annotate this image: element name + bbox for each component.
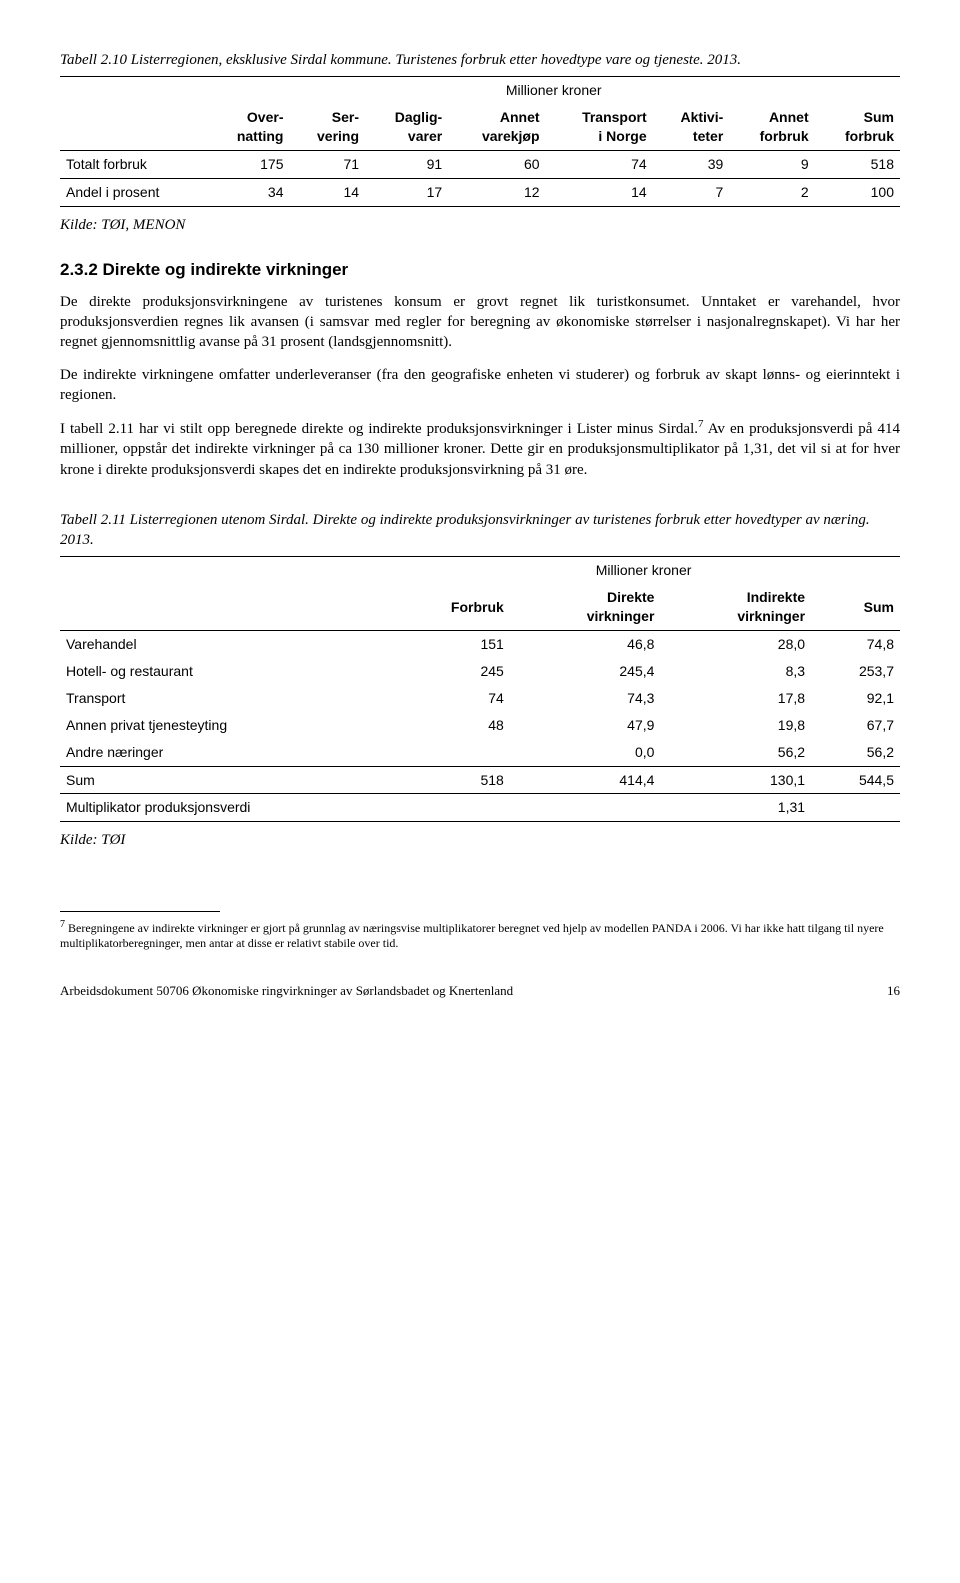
t2-r2c0: Transport (60, 685, 387, 712)
t2-r0c3: 28,0 (660, 631, 811, 658)
t1-r0c5: 74 (546, 150, 653, 178)
t2-r4c2: 0,0 (510, 739, 661, 766)
t2-r3c0: Annen privat tjenesteyting (60, 712, 387, 739)
t1-r1c5: 14 (546, 178, 653, 206)
t2-r4c0: Andre næringer (60, 739, 387, 766)
t2-sum-c1: 518 (387, 766, 510, 794)
t2-r2c4: 92,1 (811, 685, 900, 712)
t1-h4: Annet varekjøp (448, 104, 545, 150)
t2-sum-c4: 544,5 (811, 766, 900, 794)
t2-r1c1: 245 (387, 658, 510, 685)
t2-h2: Direkte virkninger (510, 584, 661, 630)
table2-superheader: Millioner kroner (387, 557, 900, 584)
t1-r1c6: 7 (653, 178, 730, 206)
t2-mult-val: 1,31 (660, 794, 811, 822)
footer-doc-title: Arbeidsdokument 50706 Økonomiske ringvir… (60, 982, 513, 1000)
t1-r1c2: 14 (289, 178, 365, 206)
t1-r0c4: 60 (448, 150, 545, 178)
t2-r4c4: 56,2 (811, 739, 900, 766)
t1-r0c1: 175 (207, 150, 289, 178)
t1-r1c7: 2 (729, 178, 814, 206)
t1-r1c4: 12 (448, 178, 545, 206)
paragraph-2: De indirekte virkningene omfatter underl… (60, 365, 900, 406)
source-2: Kilde: TØI (60, 830, 900, 850)
table-caption-2: Tabell 2.11 Listerregionen utenom Sirdal… (60, 510, 900, 551)
t2-r3c1: 48 (387, 712, 510, 739)
t1-r0c7: 9 (729, 150, 814, 178)
t2-r2c2: 74,3 (510, 685, 661, 712)
t1-r1c8: 100 (815, 178, 900, 206)
t2-r4c3: 56,2 (660, 739, 811, 766)
t1-r0c0: Totalt forbruk (60, 150, 207, 178)
t2-h3: Indirekte virkninger (660, 584, 811, 630)
source-1: Kilde: TØI, MENON (60, 215, 900, 235)
t1-h8: Sum forbruk (815, 104, 900, 150)
t2-r0c4: 74,8 (811, 631, 900, 658)
t2-r1c2: 245,4 (510, 658, 661, 685)
t1-h3: Daglig- varer (365, 104, 448, 150)
t2-sum-c3: 130,1 (660, 766, 811, 794)
t2-sum-c0: Sum (60, 766, 387, 794)
t2-r1c3: 8,3 (660, 658, 811, 685)
paragraph-3: I tabell 2.11 har vi stilt opp beregnede… (60, 417, 900, 480)
t1-r1c0: Andel i prosent (60, 178, 207, 206)
t1-r0c6: 39 (653, 150, 730, 178)
t1-h7: Annet forbruk (729, 104, 814, 150)
t1-h2: Ser- vering (289, 104, 365, 150)
t2-r4c1 (387, 739, 510, 766)
t1-h1: Over- natting (207, 104, 289, 150)
t2-h0 (60, 584, 387, 630)
table-2: Millioner kroner Forbruk Direkte virknin… (60, 556, 900, 822)
t2-r2c1: 74 (387, 685, 510, 712)
t2-sum-c2: 414,4 (510, 766, 661, 794)
t2-r3c3: 19,8 (660, 712, 811, 739)
table1-superheader: Millioner kroner (207, 77, 900, 104)
t2-h1: Forbruk (387, 584, 510, 630)
section-heading: 2.3.2 Direkte og indirekte virkninger (60, 259, 900, 282)
t1-h0 (60, 104, 207, 150)
table-1: Millioner kroner Over- natting Ser- veri… (60, 76, 900, 206)
footnote-separator (60, 911, 220, 912)
paragraph-1: De direkte produksjonsvirkningene av tur… (60, 292, 900, 353)
t1-r0c8: 518 (815, 150, 900, 178)
page-footer: Arbeidsdokument 50706 Økonomiske ringvir… (60, 982, 900, 1000)
t1-r1c1: 34 (207, 178, 289, 206)
t2-r3c2: 47,9 (510, 712, 661, 739)
table-caption-1: Tabell 2.10 Listerregionen, eksklusive S… (60, 50, 900, 70)
t1-h5: Transport i Norge (546, 104, 653, 150)
t2-r1c0: Hotell- og restaurant (60, 658, 387, 685)
t1-r1c3: 17 (365, 178, 448, 206)
t2-h4: Sum (811, 584, 900, 630)
t2-r2c3: 17,8 (660, 685, 811, 712)
t2-r0c1: 151 (387, 631, 510, 658)
t2-r0c2: 46,8 (510, 631, 661, 658)
t2-r0c0: Varehandel (60, 631, 387, 658)
t1-r0c2: 71 (289, 150, 365, 178)
t2-r3c4: 67,7 (811, 712, 900, 739)
footer-page-number: 16 (887, 982, 900, 1000)
t2-r1c4: 253,7 (811, 658, 900, 685)
t1-r0c3: 91 (365, 150, 448, 178)
t1-h6: Aktivi- teter (653, 104, 730, 150)
t2-mult-label: Multiplikator produksjonsverdi (60, 794, 660, 822)
footnote-7: 7 Beregningene av indirekte virkninger e… (60, 918, 900, 952)
